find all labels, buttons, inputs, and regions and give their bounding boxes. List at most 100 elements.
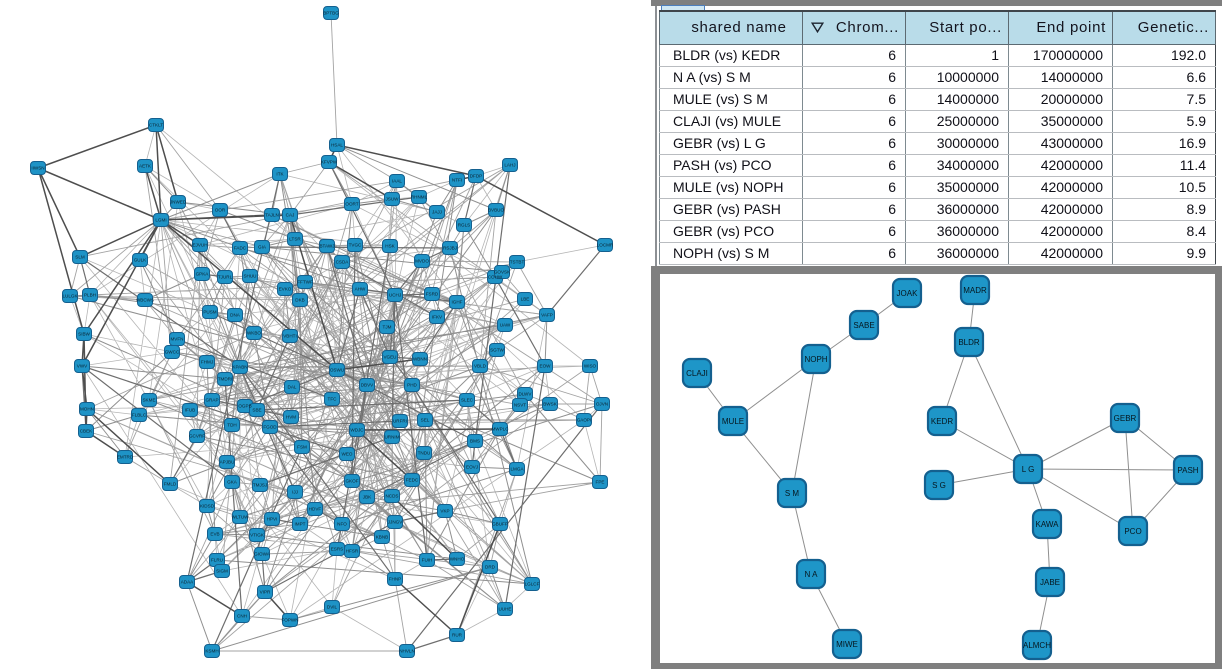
svg-text:NCDS: NCDS [385,494,398,499]
svg-text:FMLD: FMLD [164,482,177,487]
svg-text:HPVI: HPVI [267,517,278,522]
svg-text:FPE: FPE [596,480,605,485]
svg-text:NTFI: NTFI [452,178,462,183]
svg-text:LGMI: LGMI [155,218,166,223]
svg-text:BPTBG: BPTBG [323,11,339,16]
svg-text:RUR: RUR [452,633,463,638]
svg-text:ALMCH: ALMCH [1023,641,1051,650]
svg-text:TSTBT: TSTBT [510,260,525,265]
svg-text:SLM: SLM [75,255,85,260]
svg-text:VIPR: VIPR [260,590,271,595]
svg-text:VAFP: VAFP [541,313,553,318]
svg-text:MOHN: MOHN [80,407,94,412]
svg-text:NHVLN: NHVLN [399,649,415,654]
svg-text:FSRD: FSRD [426,292,439,297]
svg-text:PLBH: PLBH [84,293,96,298]
svg-text:EVKO: EVKO [279,287,292,292]
svg-text:SLEC: SLEC [461,398,474,403]
svg-text:DFDP: DFDP [470,174,483,179]
svg-text:JNWED: JNWED [170,200,187,205]
svg-text:GIOWA: GIOWA [254,552,271,557]
svg-text:RSJBJ: RSJBJ [443,246,457,251]
svg-text:GBUFP: GBUFP [492,522,508,527]
svg-text:GOVSK: GOVSK [494,270,511,275]
svg-text:LTSR: LTSR [289,237,301,242]
svg-text:CNH: CNH [237,614,247,619]
svg-text:BMS: BMS [470,439,480,444]
svg-text:GIA: GIA [258,245,267,250]
svg-text:URNIM: URNIM [384,435,399,440]
svg-text:S M: S M [785,489,800,498]
svg-text:LULGK: LULGK [62,294,78,299]
svg-text:OJVN: OJVN [596,402,608,407]
svg-text:URFRI: URFRI [393,419,407,424]
svg-text:WBNN: WBNN [413,357,427,362]
svg-text:VKP: VKP [440,509,449,514]
svg-text:DKB: DKB [295,298,304,303]
svg-text:TVGC: TVGC [349,243,362,248]
svg-text:KAWA: KAWA [1036,520,1060,529]
svg-text:SIBW: SIBW [78,332,90,337]
svg-text:TMDRI: TMDRI [218,377,233,382]
svg-text:FLBLC: FLBLC [132,413,147,418]
svg-text:VBHTI: VBHTI [283,334,297,339]
svg-text:GEBR: GEBR [1114,414,1137,423]
svg-text:FUIH: FUIH [422,558,433,563]
svg-text:NSVT: NSVT [514,403,526,408]
svg-text:PUSM: PUSM [203,310,216,315]
svg-text:FHMJ: FHMJ [201,360,213,365]
svg-text:DBVV: DBVV [361,383,374,388]
svg-text:FSM: FSM [297,445,307,450]
svg-text:COHW: COHW [488,275,503,280]
svg-text:UAW: UAW [500,323,511,328]
svg-text:IFKV: IFKV [432,315,443,320]
svg-text:HSK: HSK [385,244,395,249]
svg-text:TDH: TDH [227,423,236,428]
svg-text:GKOF: GKOF [345,479,358,484]
svg-text:CBEK: CBEK [80,429,93,434]
svg-text:BTAWJ: BTAWJ [319,244,334,249]
svg-text:DLWV: DLWV [519,392,533,397]
svg-text:GWCC: GWCC [165,350,180,355]
svg-text:WNHO: WNHO [450,557,465,562]
svg-text:ITK: ITK [276,172,284,177]
svg-text:IFUB: IFUB [185,408,195,413]
svg-text:HVM: HVM [286,415,296,420]
svg-text:DVIL: DVIL [327,605,338,610]
svg-text:HFSR: HFSR [346,549,359,554]
svg-text:JSUW: JSUW [385,197,399,202]
svg-text:WISO: WISO [584,364,597,369]
svg-text:GULK: GULK [134,258,147,263]
svg-text:EVB: EVB [210,532,219,537]
svg-text:OSWU: OSWU [330,368,344,373]
svg-text:BWSK: BWSK [543,402,557,407]
svg-text:LAHJ: LAHJ [504,163,515,168]
svg-text:CSDA: CSDA [336,260,350,265]
svg-text:FHNP: FHNP [389,577,402,582]
svg-text:PASH: PASH [1177,466,1198,475]
svg-text:ESRS: ESRS [331,547,344,552]
svg-text:RHNML: RHNML [411,195,428,200]
svg-text:UUHE: UUHE [498,607,511,612]
svg-text:JOAK: JOAK [897,289,919,298]
svg-text:MADR: MADR [963,286,987,295]
svg-text:LGLCF: LGLCF [525,582,540,587]
svg-text:SEL: SEL [421,418,430,423]
svg-text:TNDU: TNDU [418,451,431,456]
svg-text:S G: S G [932,481,946,490]
svg-text:FADC: FADC [234,246,247,251]
svg-text:KPABN: KPABN [232,365,247,370]
svg-text:DRD: DRD [485,565,496,570]
svg-text:JBK: JBK [363,495,372,500]
svg-text:FOPWN: FOPWN [281,618,298,623]
svg-text:WBCWS: WBCWS [136,298,154,303]
svg-text:GAOPI: GAOPI [577,418,592,423]
svg-text:LBE: LBE [521,297,530,302]
svg-text:IMPT: IMPT [295,522,306,527]
svg-text:SGTW: SGTW [490,348,504,353]
svg-text:EJVUH: EJVUH [192,243,207,248]
svg-text:FLRU: FLRU [211,558,223,563]
svg-text:SBE: SBE [252,408,261,413]
svg-text:TFC: TFC [328,397,338,402]
svg-text:N A: N A [805,570,819,579]
